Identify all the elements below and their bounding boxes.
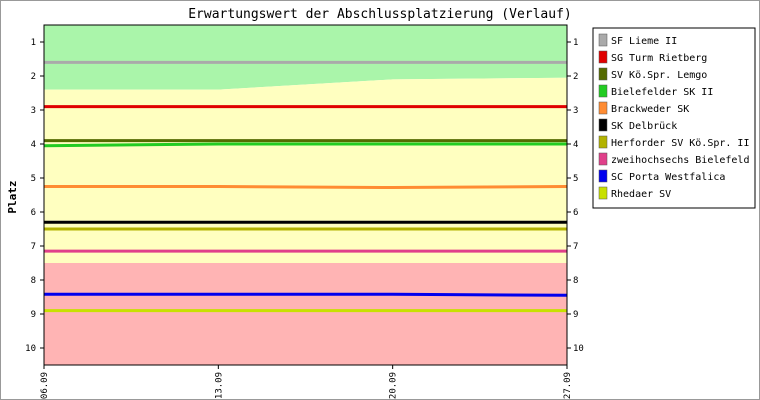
y-tick-label-left-6: 6 [31, 208, 36, 218]
legend-swatch-3 [598, 84, 608, 98]
legend-swatch-4 [598, 101, 608, 115]
series-line-4 [44, 185, 568, 190]
legend-swatch-5 [598, 118, 608, 132]
zone-aufstieg [44, 25, 567, 90]
axes: 1 1 2 2 3 3 4 4 5 5 6 6 7 7 8 8 9 9 10 10 06.09 13.09 20.09 27.… [25, 24, 584, 399]
y-tick-label-left-9: 9 [31, 310, 36, 320]
y-tick-label-right-10: 10 [573, 344, 584, 354]
legend-swatch-1 [598, 50, 608, 64]
legend-swatch-2 [598, 67, 608, 81]
legend-label-9: Rhedaer SV [611, 189, 671, 200]
y-tick-label-right-8: 8 [573, 276, 578, 286]
chart-title: Erwartungswert der Abschlussplatzierung … [188, 7, 572, 22]
y-tick-label-right-6: 6 [573, 208, 578, 218]
y-tick-label-right-2: 2 [573, 72, 578, 82]
legend-swatch-0 [598, 33, 608, 47]
legend-swatch-7 [598, 152, 608, 166]
x-tick-label-0: 06.09 [40, 372, 50, 399]
y-tick-label-left-8: 8 [31, 276, 36, 286]
y-tick-label-left-5: 5 [31, 174, 36, 184]
zone-mitte [44, 77, 567, 263]
y-tick-label-left-3: 3 [31, 106, 36, 116]
y-tick-label-left-1: 1 [31, 38, 36, 48]
legend-label-7: zweihochsechs Bielefeld [611, 155, 749, 166]
legend-swatch-8 [598, 169, 608, 183]
legend-label-6: Herforder SV Kö.Spr. II [611, 138, 749, 149]
series-lines [43, 60, 568, 313]
series-line-3 [43, 142, 567, 148]
y-tick-label-right-3: 3 [573, 106, 578, 116]
legend-swatch-9 [598, 186, 608, 200]
x-tick-label-2: 20.09 [389, 372, 399, 399]
legend-swatch-6 [598, 135, 608, 149]
legend-box [592, 27, 756, 209]
x-tick-label-1: 13.09 [214, 372, 224, 399]
y-tick-label-right-5: 5 [573, 174, 578, 184]
y-tick-label-right-1: 1 [573, 38, 578, 48]
legend-label-8: SC Porta Westfalica [611, 172, 725, 183]
y-tick-label-right-7: 7 [573, 242, 578, 252]
series-line-8 [44, 292, 568, 297]
plot-border [43, 24, 568, 366]
y-tick-label-left-4: 4 [31, 140, 36, 150]
legend-label-2: SV Kö.Spr. Lemgo [611, 70, 707, 81]
legend-label-3: Bielefelder SK II [611, 87, 713, 98]
legend: SF Lieme II SG Turm Rietberg SV Kö.Spr. Le… [592, 27, 756, 209]
legend-label-1: SG Turm Rietberg [611, 53, 707, 64]
y-tick-label-right-9: 9 [573, 310, 578, 320]
y-axis-label: Platz [6, 180, 19, 213]
y-tick-label-left-2: 2 [31, 72, 36, 82]
legend-label-5: SK Delbrück [611, 121, 677, 132]
y-tick-label-right-4: 4 [573, 140, 578, 150]
y-tick-label-left-10: 10 [25, 344, 36, 354]
background-zones [44, 25, 567, 365]
x-tick-label-3: 27.09 [563, 372, 573, 399]
zone-abstieg [44, 263, 567, 365]
legend-label-4: Brackweder SK [611, 104, 689, 115]
y-tick-label-left-7: 7 [31, 242, 36, 252]
legend-label-0: SF Lieme II [611, 36, 677, 47]
